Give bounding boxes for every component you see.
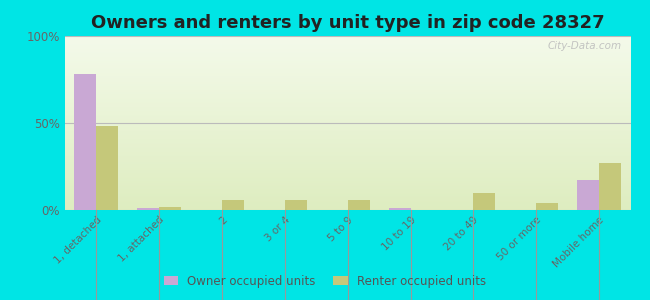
Bar [74, 74, 96, 210]
Bar [536, 203, 558, 210]
Bar [159, 206, 181, 210]
Bar [96, 127, 118, 210]
Legend: Owner occupied units, Renter occupied units: Owner occupied units, Renter occupied un… [161, 271, 489, 291]
Bar [577, 180, 599, 210]
Bar [389, 208, 411, 210]
Bar [222, 200, 244, 210]
Bar [473, 193, 495, 210]
Bar [285, 200, 307, 210]
Text: City-Data.com: City-Data.com [548, 41, 622, 51]
Bar [348, 200, 370, 210]
Bar [599, 163, 621, 210]
Title: Owners and renters by unit type in zip code 28327: Owners and renters by unit type in zip c… [91, 14, 604, 32]
Bar [137, 208, 159, 210]
